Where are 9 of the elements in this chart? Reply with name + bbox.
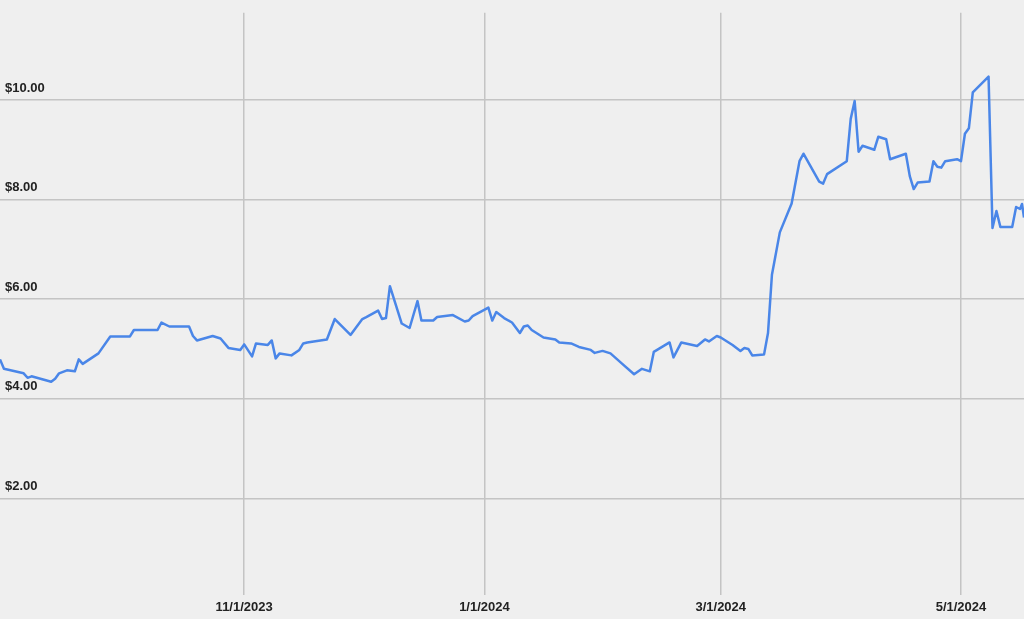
x-tick-label: 3/1/2024 [695,598,747,614]
y-tick-label: $10.00 [5,79,45,95]
y-tick-label: $4.00 [5,378,38,394]
x-tick-label: 11/1/2023 [215,598,273,614]
y-tick-label: $2.00 [5,477,38,493]
x-tick-label: 5/1/2024 [935,598,988,614]
y-tick-label: $8.00 [5,179,38,195]
x-tick-label: 1/1/2024 [459,598,511,614]
y-tick-label: $6.00 [5,278,38,294]
